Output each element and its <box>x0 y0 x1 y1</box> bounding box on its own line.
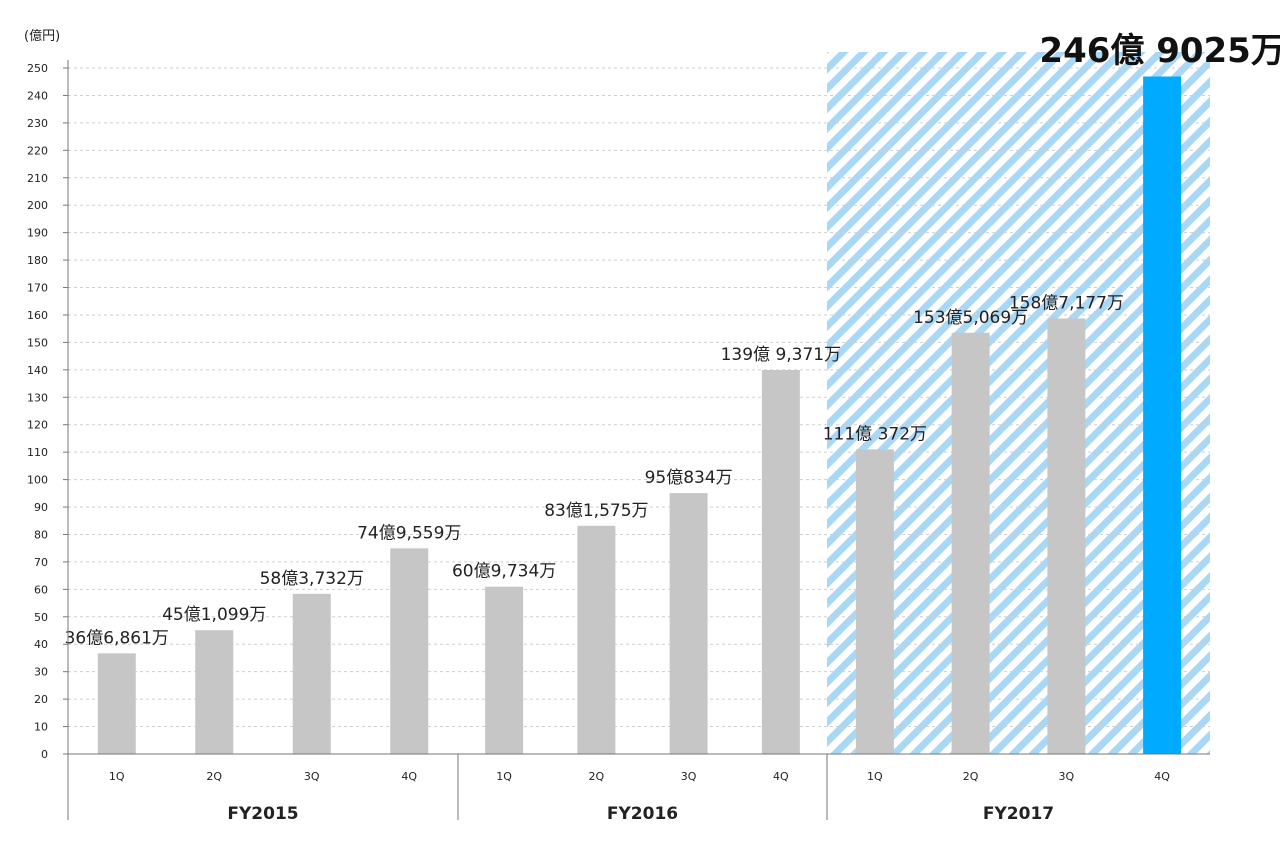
y-tick-label: 60 <box>34 583 48 596</box>
x-tick-label: 1Q <box>496 770 512 783</box>
bar <box>195 630 234 754</box>
y-tick-label: 150 <box>27 336 48 349</box>
data-label: 139億 9,371万 <box>721 345 842 365</box>
y-tick-label: 180 <box>27 254 48 267</box>
x-tick-label: 3Q <box>681 770 697 783</box>
bar <box>485 586 524 754</box>
y-tick-label: 10 <box>34 721 48 734</box>
x-tick-label: 4Q <box>401 770 417 783</box>
group-label: FY2016 <box>607 804 678 824</box>
group-label: FY2017 <box>983 804 1054 824</box>
data-label: 246億 9025万 <box>1039 31 1280 71</box>
y-tick-label: 50 <box>34 611 48 624</box>
y-tick-label: 250 <box>27 62 48 75</box>
bar <box>855 449 894 754</box>
bar <box>1047 318 1086 754</box>
y-tick-label: 80 <box>34 528 48 541</box>
y-tick-label: 100 <box>27 474 48 487</box>
x-tick-label: 3Q <box>304 770 320 783</box>
x-tick-label: 1Q <box>867 770 883 783</box>
y-tick-label: 230 <box>27 117 48 130</box>
y-tick-label: 70 <box>34 556 48 569</box>
data-label: 95億834万 <box>645 468 733 488</box>
y-tick-label: 210 <box>27 172 48 185</box>
y-tick-label: 200 <box>27 199 48 212</box>
data-label: 83億1,575万 <box>544 501 648 521</box>
x-tick-label: 2Q <box>589 770 605 783</box>
y-tick-label: 90 <box>34 501 48 514</box>
x-tick-label: 2Q <box>206 770 222 783</box>
x-tick-label: 3Q <box>1059 770 1075 783</box>
data-label: 36億6,861万 <box>65 628 169 648</box>
data-label: 45億1,099万 <box>162 605 266 625</box>
bar <box>577 525 616 754</box>
y-tick-label: 30 <box>34 666 48 679</box>
data-label: 158億7,177万 <box>1009 293 1124 313</box>
x-tick-label: 4Q <box>1154 770 1170 783</box>
bar <box>669 493 708 754</box>
y-tick-label: 160 <box>27 309 48 322</box>
group-label: FY2015 <box>227 804 298 824</box>
bar <box>1143 76 1182 755</box>
y-tick-label: 240 <box>27 89 48 102</box>
y-tick-label: 110 <box>27 446 48 459</box>
data-label: 153億5,069万 <box>913 308 1028 328</box>
bar <box>390 548 429 754</box>
bar <box>761 370 800 754</box>
data-label: 60億9,734万 <box>452 562 556 582</box>
data-label: 58億3,732万 <box>260 569 364 589</box>
y-tick-label: 170 <box>27 282 48 295</box>
data-label: 111億 372万 <box>823 424 927 444</box>
y-tick-label: 190 <box>27 227 48 240</box>
y-tick-label: 20 <box>34 693 48 706</box>
y-tick-label: 40 <box>34 638 48 651</box>
y-tick-label: 140 <box>27 364 48 377</box>
y-tick-label: 220 <box>27 144 48 157</box>
bar <box>292 593 331 754</box>
y-tick-label: 120 <box>27 419 48 432</box>
x-tick-label: 4Q <box>773 770 789 783</box>
x-tick-label: 2Q <box>963 770 979 783</box>
y-axis-unit-label: (億円) <box>24 28 60 44</box>
y-tick-label: 0 <box>41 748 48 761</box>
data-label: 74億9,559万 <box>357 523 461 543</box>
y-tick-label: 130 <box>27 391 48 404</box>
bar <box>97 653 136 754</box>
bar <box>951 332 990 754</box>
x-tick-label: 1Q <box>109 770 125 783</box>
